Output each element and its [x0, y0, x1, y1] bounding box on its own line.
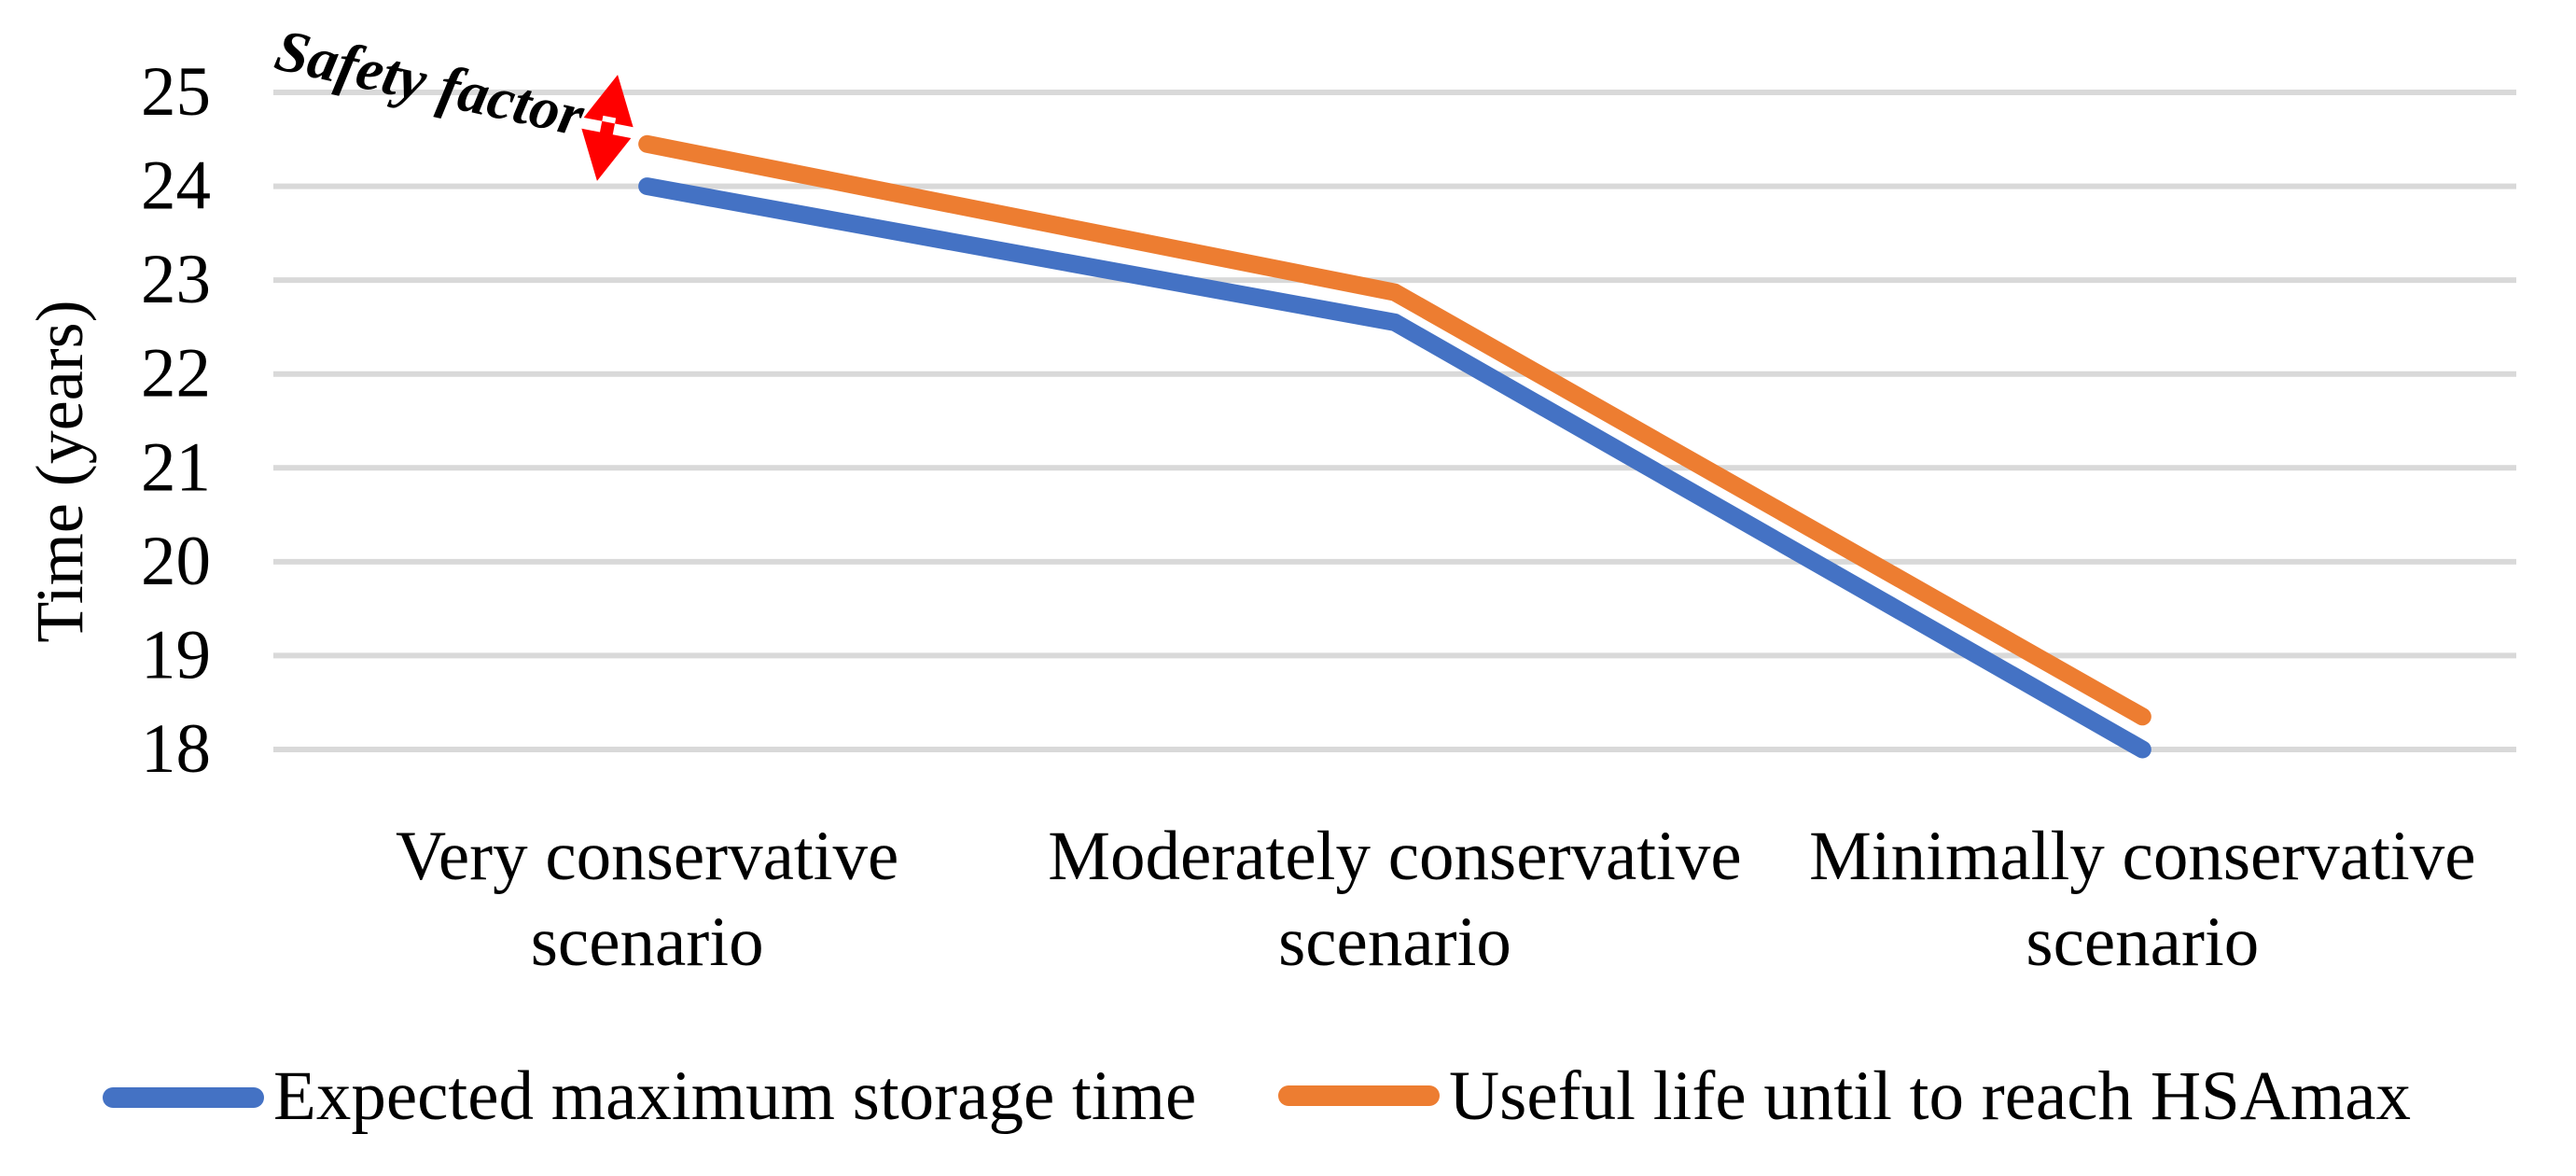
legend: Expected maximum storage time Useful lif… [103, 1057, 2411, 1135]
series-lines-group [638, 134, 2151, 759]
legend-label-blue: Expected maximum storage time [273, 1057, 1196, 1135]
x-category-label-line1: Very conservative [396, 818, 898, 895]
legend-item: Expected maximum storage time [103, 1057, 1196, 1135]
series-line [638, 134, 2151, 726]
safety-factor-annotation: Safety factor [270, 16, 634, 181]
x-category-label: Very conservative scenario [396, 818, 898, 981]
x-category-label-line2: scenario [531, 903, 764, 981]
y-tick-label: 18 [141, 710, 211, 788]
safety-factor-label: Safety factor [270, 16, 591, 148]
legend-item: Useful life until to reach HSAmax [1278, 1057, 2411, 1135]
y-tick-label: 21 [141, 428, 211, 506]
x-category-label: Moderately conservative scenario [1048, 818, 1741, 981]
legend-swatch-orange [1278, 1085, 1440, 1106]
x-category-label: Minimally conservative scenario [1809, 818, 2475, 981]
y-axis-title: Time (years) [22, 300, 97, 642]
legend-swatch-blue [103, 1087, 264, 1108]
y-tick-label: 25 [141, 53, 211, 131]
series-line [638, 177, 2151, 759]
x-category-label-line2: scenario [2026, 903, 2259, 981]
y-tick-label: 20 [141, 523, 211, 600]
x-category-label-line1: Moderately conservative [1048, 818, 1741, 895]
gridlines-group [273, 90, 2516, 752]
x-category-label-line2: scenario [1278, 903, 1511, 981]
y-tick-label: 19 [141, 616, 211, 693]
legend-label-orange: Useful life until to reach HSAmax [1449, 1057, 2411, 1135]
y-tick-label: 24 [141, 147, 211, 225]
x-category-label-line1: Minimally conservative [1809, 818, 2475, 895]
y-tick-labels-group: 25 24 23 22 21 20 19 18 [141, 53, 211, 788]
y-tick-label: 22 [141, 335, 211, 413]
double-arrow-icon [581, 75, 634, 181]
y-tick-label: 23 [141, 241, 211, 318]
